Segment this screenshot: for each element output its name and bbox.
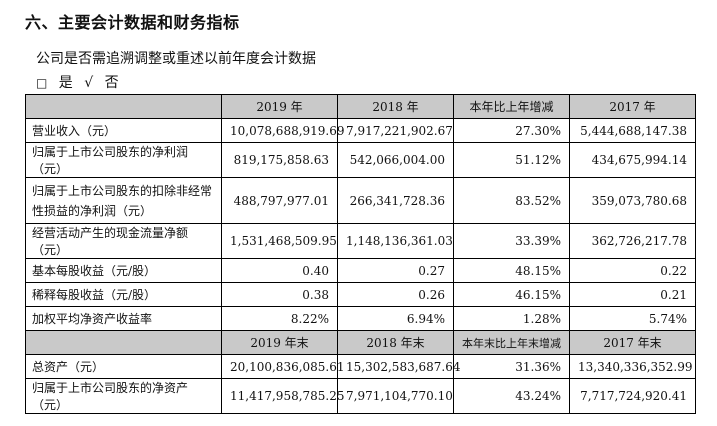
value-cell: 5.74% xyxy=(569,306,696,331)
value-cell: 20,100,836,085.61 xyxy=(221,354,345,379)
value-cell: 0.38 xyxy=(221,282,338,307)
option-no-label: 否 xyxy=(104,75,119,91)
restate-question: 公司是否需追溯调整或重述以前年度会计数据 xyxy=(36,51,316,67)
header-cell: 2019 年 xyxy=(221,94,338,119)
restate-answer: □ 是 √ 否 xyxy=(36,72,126,92)
row-label: 营业收入（元） xyxy=(25,118,222,143)
change-cell: 33.39% xyxy=(453,223,570,259)
header-cell: 2018 年末 xyxy=(337,330,454,355)
header-cell: 2019 年末 xyxy=(221,330,338,355)
value-cell: 488,797,977.01 xyxy=(221,177,338,224)
value-cell: 542,066,004.00 xyxy=(337,142,454,178)
table-row: 归属于上市公司股东的扣除非经常性损益的净利润（元） 488,797,977.01… xyxy=(25,177,696,224)
value-cell: 7,971,104,770.10 xyxy=(337,378,454,414)
row-label: 加权平均净资产收益率 xyxy=(25,306,222,331)
checkmark-icon: √ xyxy=(84,75,94,91)
change-cell: 27.30% xyxy=(453,118,570,143)
value-cell: 359,073,780.68 xyxy=(569,177,696,224)
value-cell: 15,302,583,687.64 xyxy=(337,354,461,379)
header-cell: 2017 年 xyxy=(569,94,696,119)
table-header-row: 2019 年末 2018 年末 本年末比上年末增减 2017 年末 xyxy=(25,330,696,355)
row-label: 稀释每股收益（元/股） xyxy=(25,282,222,307)
table-header-row: 2019 年 2018 年 本年比上年增减 2017 年 xyxy=(25,94,696,119)
change-cell: 43.24% xyxy=(453,378,570,414)
header-cell xyxy=(25,94,222,119)
change-cell: 51.12% xyxy=(453,142,570,178)
value-cell: 0.40 xyxy=(221,258,338,283)
value-cell: 0.21 xyxy=(569,282,696,307)
table-row: 营业收入（元） 10,078,688,919.69 7,917,221,902.… xyxy=(25,118,696,143)
header-cell: 2017 年末 xyxy=(569,330,696,355)
table-row: 总资产（元） 20,100,836,085.61 15,302,583,687.… xyxy=(25,354,696,379)
table-row: 归属于上市公司股东的净资产（元） 11,417,958,785.25 7,971… xyxy=(25,378,696,414)
table-row: 基本每股收益（元/股） 0.40 0.27 48.15% 0.22 xyxy=(25,258,696,283)
header-cell xyxy=(25,330,222,355)
value-cell: 10,078,688,919.69 xyxy=(221,118,345,143)
change-cell: 1.28% xyxy=(453,306,570,331)
value-cell: 11,417,958,785.25 xyxy=(221,378,345,414)
value-cell: 819,175,858.63 xyxy=(221,142,338,178)
unchecked-box-icon: □ xyxy=(36,76,48,90)
table-row: 归属于上市公司股东的净利润（元） 819,175,858.63 542,066,… xyxy=(25,142,696,178)
value-cell: 5,444,688,147.38 xyxy=(569,118,696,143)
row-label: 总资产（元） xyxy=(25,354,222,379)
value-cell: 13,340,336,352.99 xyxy=(569,354,696,379)
row-label: 基本每股收益（元/股） xyxy=(25,258,222,283)
value-cell: 8.22% xyxy=(221,306,338,331)
change-cell: 46.15% xyxy=(453,282,570,307)
value-cell: 6.94% xyxy=(337,306,454,331)
change-cell: 31.36% xyxy=(453,354,570,379)
value-cell: 0.22 xyxy=(569,258,696,283)
table-row: 加权平均净资产收益率 8.22% 6.94% 1.28% 5.74% xyxy=(25,306,696,331)
section-title: 六、主要会计数据和财务指标 xyxy=(25,13,240,32)
change-cell: 48.15% xyxy=(453,258,570,283)
header-cell: 本年比上年增减 xyxy=(453,94,570,119)
value-cell: 434,675,994.14 xyxy=(569,142,696,178)
value-cell: 1,531,468,509.95 xyxy=(221,223,338,259)
value-cell: 7,717,724,920.41 xyxy=(569,378,696,414)
row-label: 归属于上市公司股东的扣除非经常性损益的净利润（元） xyxy=(25,177,222,224)
header-cell: 本年末比上年末增减 xyxy=(453,330,570,355)
value-cell: 0.27 xyxy=(337,258,454,283)
header-cell: 2018 年 xyxy=(337,94,454,119)
value-cell: 266,341,728.36 xyxy=(337,177,454,224)
value-cell: 0.26 xyxy=(337,282,454,307)
value-cell: 1,148,136,361.03 xyxy=(337,223,454,259)
row-label: 归属于上市公司股东的净利润（元） xyxy=(25,142,222,178)
value-cell: 362,726,217.78 xyxy=(569,223,696,259)
row-label: 经营活动产生的现金流量净额（元） xyxy=(25,223,222,259)
table-row: 经营活动产生的现金流量净额（元） 1,531,468,509.95 1,148,… xyxy=(25,223,696,259)
row-label: 归属于上市公司股东的净资产（元） xyxy=(25,378,222,414)
financial-indicators-table: 2019 年 2018 年 本年比上年增减 2017 年 营业收入（元） 10,… xyxy=(25,94,696,414)
value-cell: 7,917,221,902.67 xyxy=(337,118,454,143)
table-row: 稀释每股收益（元/股） 0.38 0.26 46.15% 0.21 xyxy=(25,282,696,307)
option-yes-label: 是 xyxy=(58,75,73,91)
change-cell: 83.52% xyxy=(453,177,570,224)
